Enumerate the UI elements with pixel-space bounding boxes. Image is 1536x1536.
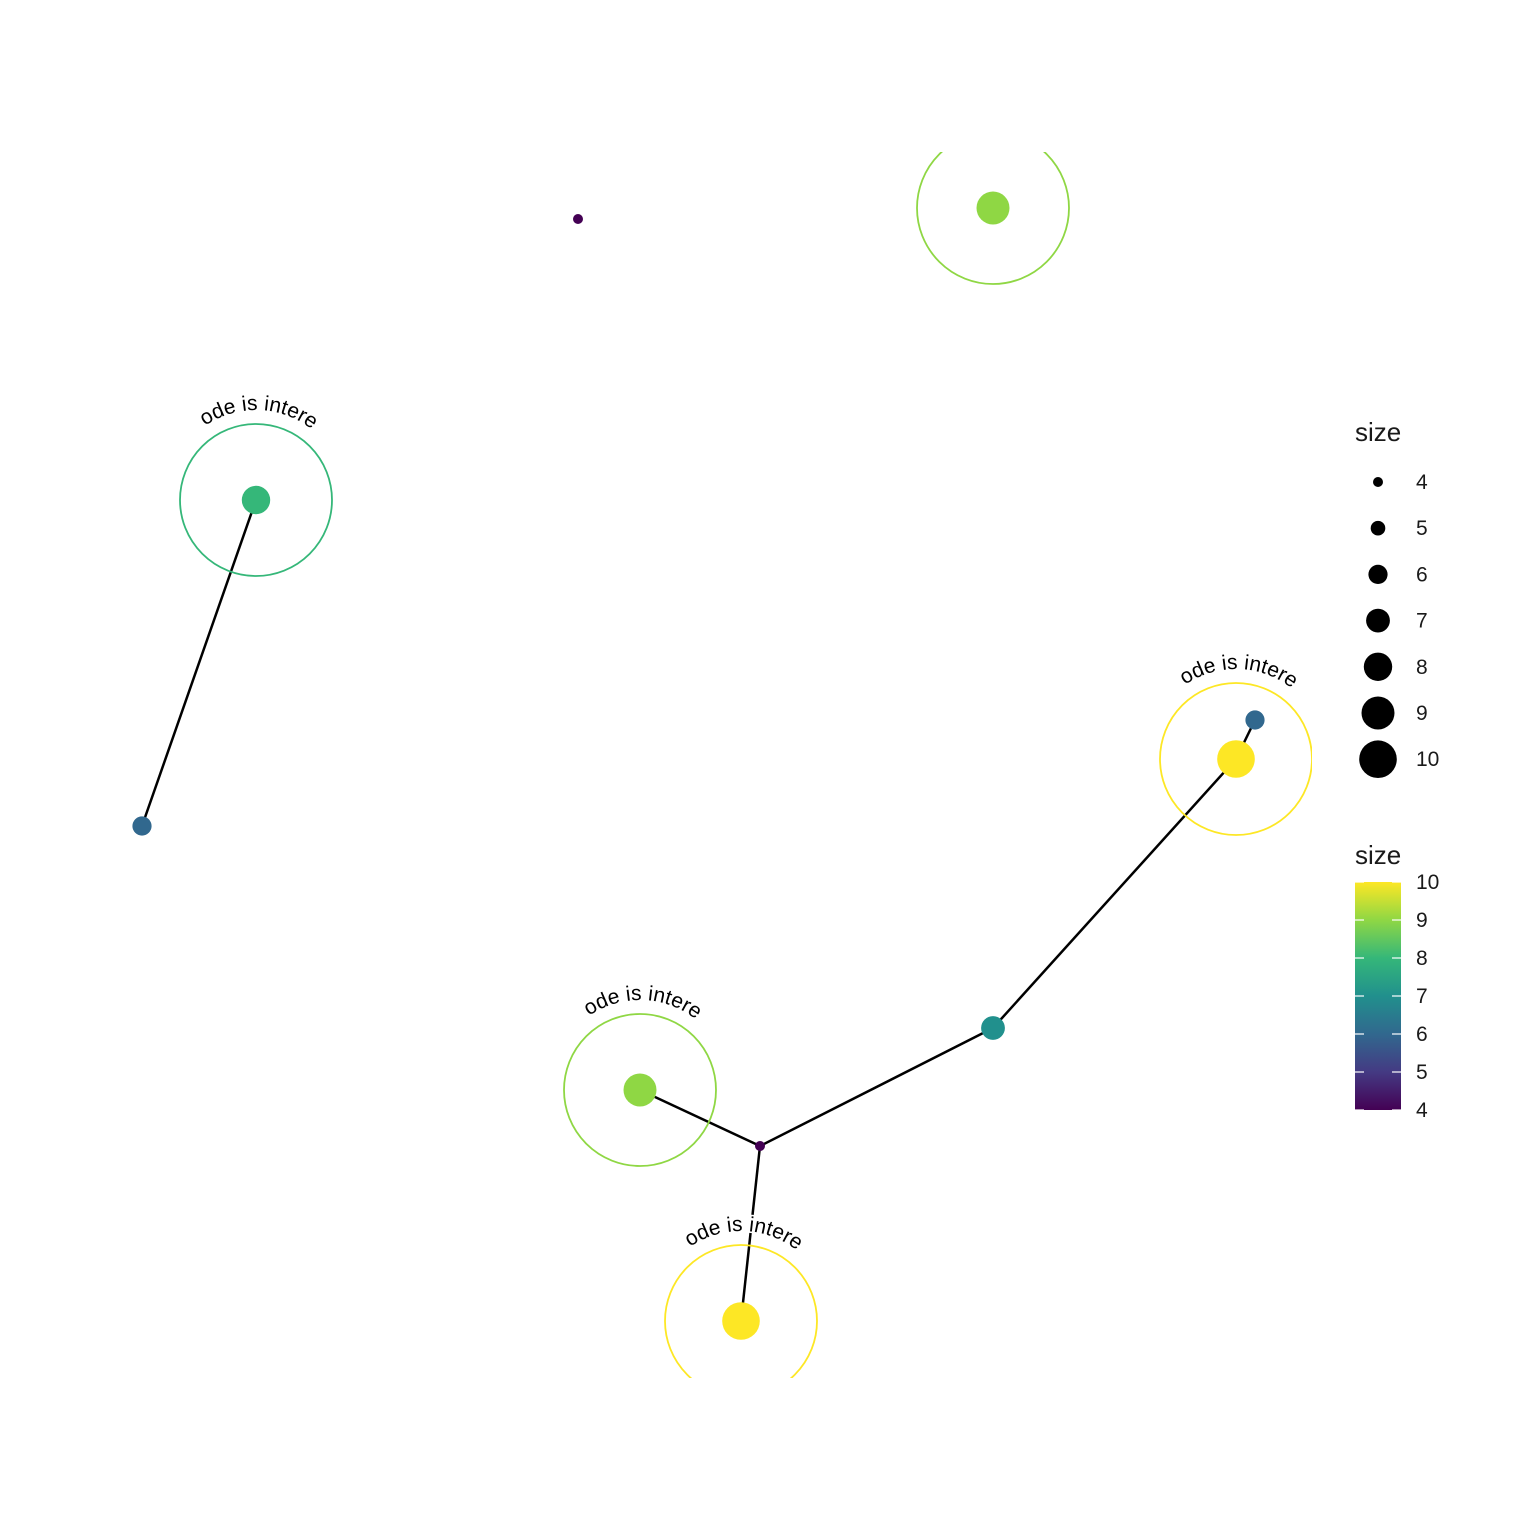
network-node	[623, 1073, 657, 1107]
node-layer	[132, 191, 1265, 1340]
size-legend-key	[1370, 520, 1386, 536]
size-legend-key	[1359, 740, 1397, 778]
colorbar-label: 9	[1416, 909, 1428, 932]
network-node	[976, 191, 1010, 225]
size-legend-title: size	[1355, 417, 1401, 447]
colorbar-label: 8	[1416, 947, 1428, 970]
size-legend-label: 6	[1416, 563, 1428, 586]
edge-line	[992, 758, 1237, 1029]
node-annotation-label: this node is interesting	[0, 0, 1059, 141]
color-legend-title: size	[1355, 840, 1401, 870]
node-annotation-label: this node is interesting	[0, 0, 1302, 692]
plot-panel: this node is interestingthis node is int…	[0, 0, 1312, 1378]
network-node	[1217, 740, 1255, 778]
highlight-ring	[916, 152, 1070, 285]
highlight-ring	[664, 1244, 818, 1378]
network-node	[132, 816, 152, 836]
size-legend-label: 10	[1416, 748, 1439, 771]
edge-line	[739, 1145, 762, 1322]
size-legend-key	[1361, 696, 1395, 730]
colorbar-label: 6	[1416, 1023, 1428, 1046]
colorbar-label: 10	[1416, 871, 1439, 894]
highlight-ring-layer	[179, 152, 1312, 1378]
annotation-layer: this node is interestingthis node is int…	[0, 0, 1304, 1256]
network-node	[722, 1302, 760, 1340]
network-node	[1245, 710, 1265, 730]
colorbar-label: 7	[1416, 985, 1428, 1008]
node-annotation-label: this node is interesting	[0, 0, 322, 433]
colorbar-label: 5	[1416, 1061, 1428, 1084]
size-legend-key	[1373, 477, 1383, 487]
network-node	[981, 1016, 1005, 1040]
colorbar-label: 4	[1416, 1099, 1428, 1122]
color-legend: size 4 5 6 7 8 9 10	[1355, 840, 1439, 1122]
edge-line	[759, 1026, 994, 1148]
node-annotation-label: this node is interesting	[0, 0, 706, 1023]
highlight-ring	[179, 423, 333, 577]
network-node	[755, 1141, 765, 1151]
edge-layer	[140, 499, 1257, 1322]
edge-line	[639, 1088, 761, 1148]
highlight-ring	[1159, 682, 1312, 836]
edge-line	[140, 499, 258, 827]
network-node	[573, 214, 583, 224]
size-legend-label: 9	[1416, 702, 1428, 725]
node-annotation-label: this node is interesting	[0, 0, 807, 1254]
size-legend-label: 5	[1416, 517, 1428, 540]
size-legend: size 4 5 6 7 8 9 10	[1355, 417, 1439, 778]
size-legend-label: 4	[1416, 471, 1428, 494]
network-node	[241, 485, 271, 515]
size-legend-label: 8	[1416, 656, 1428, 679]
size-legend-key	[1363, 652, 1393, 681]
size-legend-label: 7	[1416, 610, 1428, 633]
highlight-ring	[563, 1013, 717, 1167]
size-legend-key	[1368, 564, 1388, 585]
size-legend-key	[1366, 608, 1390, 633]
